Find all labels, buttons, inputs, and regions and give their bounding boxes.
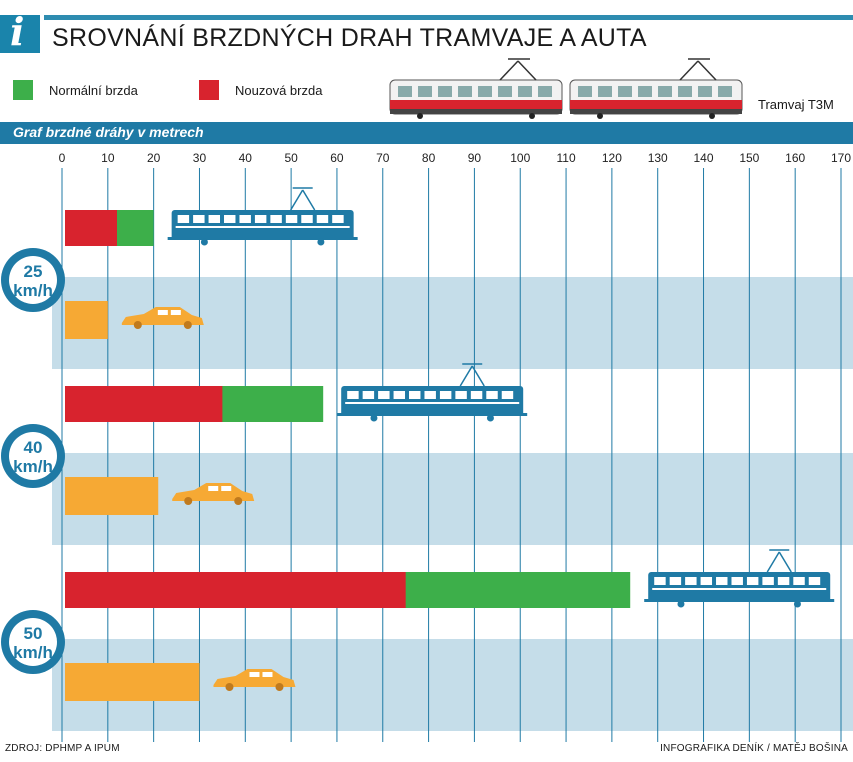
tick-label: 150 (739, 151, 759, 165)
header-rule (44, 15, 853, 20)
info-icon: i (0, 9, 40, 54)
speed-badge-inner (9, 618, 57, 666)
legend-label-emergency: Nouzová brzda (235, 83, 323, 98)
tick-label: 60 (330, 151, 344, 165)
car-icon (213, 669, 296, 691)
tick-label: 10 (101, 151, 115, 165)
credit-note: INFOGRAFIKA DENÍK / MATĚJ BOŠINA (660, 743, 848, 754)
tick-label: 90 (468, 151, 482, 165)
tick-label: 120 (602, 151, 622, 165)
tick-label: 0 (59, 151, 66, 165)
speed-unit: km/h (13, 457, 53, 476)
legend-swatch-emergency (199, 80, 219, 100)
bar-car (65, 477, 159, 515)
speed-value: 25 (24, 262, 43, 281)
bar-car (65, 301, 108, 339)
tick-label: 130 (648, 151, 668, 165)
bar-tram-emergency (65, 572, 406, 608)
speed-value: 40 (24, 438, 43, 457)
tram-illustration (389, 58, 743, 119)
tick-label: 140 (694, 151, 714, 165)
speed-badge-inner (9, 432, 57, 480)
legend-label-normal: Normální brzda (49, 83, 138, 98)
tram-icon (167, 187, 358, 246)
tram-label: Tramvaj T3M (758, 97, 834, 112)
tick-label: 30 (193, 151, 207, 165)
tick-label: 100 (510, 151, 530, 165)
tick-label: 40 (239, 151, 253, 165)
tick-label: 70 (376, 151, 390, 165)
braking-chart: 0 10 20 30 40 50 60 70 80 90 100 110 120 130 140 150 160… (1, 151, 853, 742)
page-title: SROVNÁNÍ BRZDNÝCH DRAH TRAMVAJE A AUTA (52, 24, 647, 52)
car-icon (172, 483, 255, 505)
bar-tram-emergency (65, 210, 117, 246)
legend-swatch-normal (13, 80, 33, 100)
speed-unit: km/h (13, 281, 53, 300)
tick-label: 80 (422, 151, 436, 165)
tick-label: 50 (284, 151, 298, 165)
car-band (52, 453, 853, 545)
speed-badge-inner (9, 256, 57, 304)
tick-label: 20 (147, 151, 161, 165)
source-note: ZDROJ: DPHMP A IPUM (5, 743, 120, 754)
bar-tram-emergency (65, 386, 223, 422)
tick-label: 160 (785, 151, 805, 165)
speed-value: 50 (24, 624, 43, 643)
car-icon (121, 307, 204, 329)
graph-heading-bar: Graf brzdné dráhy v metrech (0, 122, 853, 144)
tick-label: 110 (556, 151, 575, 165)
tick-label: 170 (831, 151, 851, 165)
tram-icon (337, 363, 528, 422)
bar-car (65, 663, 200, 701)
graph-heading: Graf brzdné dráhy v metrech (13, 124, 204, 140)
tram-icon (644, 549, 835, 608)
speed-unit: km/h (13, 643, 53, 662)
